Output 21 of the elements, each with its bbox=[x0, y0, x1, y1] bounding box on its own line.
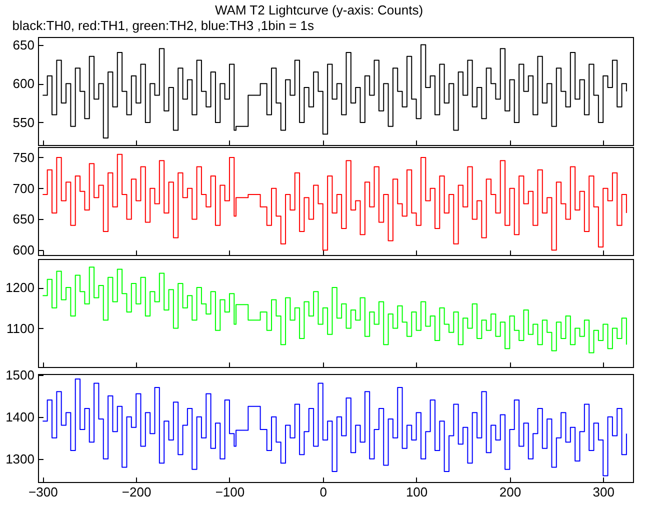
y-tick-label: 650 bbox=[12, 37, 34, 52]
y-tick-label: 1300 bbox=[6, 451, 34, 466]
y-tick-label: 650 bbox=[12, 212, 34, 227]
y-tick-label: 1500 bbox=[6, 367, 34, 382]
x-tick-label: −300 bbox=[28, 484, 58, 500]
x-tick-label: 100 bbox=[406, 484, 428, 500]
y-tick-label: 1400 bbox=[6, 409, 34, 424]
y-tick-label: 600 bbox=[12, 242, 34, 258]
y-tick-label: 750 bbox=[12, 150, 34, 165]
y-tick-label: 1200 bbox=[6, 280, 34, 296]
x-tick-label: −200 bbox=[122, 484, 152, 500]
chart-title: WAM T2 Lightcurve (y-axis: Counts) bbox=[215, 2, 424, 18]
x-tick-label: 300 bbox=[592, 484, 614, 500]
chart-subtitle: black:TH0, red:TH1, green:TH2, blue:TH3 ,1bin = 1s bbox=[12, 18, 314, 33]
y-tick-label: 1100 bbox=[6, 320, 34, 336]
x-tick-label: 200 bbox=[499, 484, 522, 500]
x-tick-label: 0 bbox=[320, 484, 328, 500]
x-tick-label: −100 bbox=[215, 484, 245, 500]
y-tick-label: 700 bbox=[12, 180, 34, 196]
y-tick-label: 600 bbox=[12, 76, 34, 92]
y-tick-label: 550 bbox=[12, 114, 34, 130]
